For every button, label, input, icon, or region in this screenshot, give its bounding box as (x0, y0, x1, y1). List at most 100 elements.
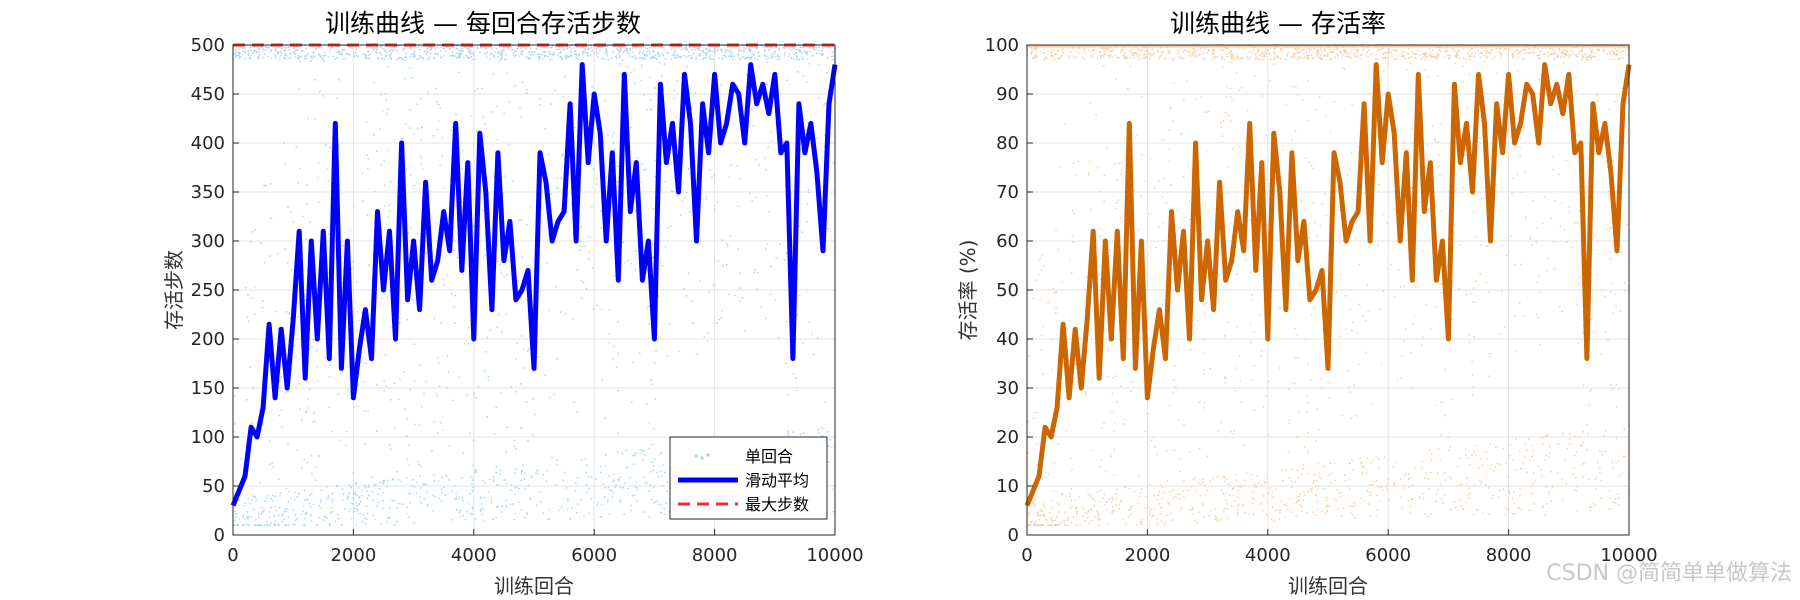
episode-point (1212, 53, 1215, 56)
episode-point (249, 240, 252, 243)
episode-point (683, 54, 685, 57)
episode-point (1316, 408, 1319, 410)
episode-point (1310, 48, 1313, 51)
episode-point (752, 125, 755, 128)
episode-point (1627, 54, 1629, 57)
episode-point (523, 487, 526, 490)
episode-point (355, 483, 357, 485)
episode-point (1466, 482, 1468, 485)
episode-point (619, 63, 622, 65)
episode-point (373, 81, 376, 84)
episode-point (270, 522, 273, 524)
episode-point (1251, 51, 1254, 54)
episode-point (1519, 487, 1521, 490)
episode-point (606, 54, 609, 57)
episode-point (1202, 52, 1205, 55)
episode-point (1044, 506, 1046, 508)
episode-point (1401, 506, 1403, 509)
episode-point (587, 47, 590, 50)
episode-point (1498, 51, 1501, 54)
episode-point (528, 57, 531, 60)
episode-point (264, 45, 267, 48)
episode-point (1436, 493, 1438, 495)
episode-point (1467, 493, 1470, 496)
episode-point (327, 56, 330, 58)
episode-point (341, 48, 344, 51)
episode-point (555, 463, 558, 466)
episode-point (648, 484, 651, 487)
episode-point (437, 480, 440, 482)
episode-point (385, 98, 387, 101)
episode-point (362, 52, 365, 55)
episode-point (1594, 503, 1596, 506)
episode-point (418, 495, 421, 498)
episode-point (1521, 191, 1524, 194)
episode-point (551, 456, 553, 459)
episode-point (1239, 58, 1241, 60)
episode-point (249, 503, 252, 505)
episode-point (423, 392, 425, 395)
episode-point (361, 489, 363, 492)
episode-point (517, 219, 520, 222)
episode-point (379, 481, 382, 484)
episode-point (1375, 515, 1378, 518)
episode-point (277, 514, 280, 516)
episode-point (1122, 423, 1125, 425)
episode-point (264, 184, 267, 187)
episode-point (816, 337, 819, 339)
episode-point (520, 50, 523, 53)
episode-point (1480, 482, 1483, 485)
episode-point (1315, 53, 1318, 55)
episode-point (716, 201, 719, 204)
episode-point (1422, 497, 1425, 500)
episode-point (420, 97, 422, 100)
episode-point (493, 54, 495, 57)
episode-point (257, 516, 260, 519)
episode-point (602, 483, 604, 485)
episode-point (1467, 497, 1470, 500)
episode-point (540, 207, 543, 209)
episode-point (413, 55, 416, 58)
episode-point (1564, 458, 1567, 461)
episode-point (412, 478, 414, 481)
episode-point (1149, 157, 1152, 160)
episode-point (1620, 57, 1622, 59)
episode-point (1253, 54, 1256, 57)
episode-point (352, 510, 355, 513)
episode-point (304, 524, 307, 527)
episode-point (566, 498, 569, 500)
episode-point (1598, 450, 1601, 452)
episode-point (763, 46, 766, 49)
episode-point (768, 210, 771, 213)
episode-point (1453, 224, 1456, 227)
episode-point (1251, 299, 1254, 302)
episode-point (1473, 484, 1475, 487)
episode-point (1479, 176, 1482, 179)
episode-point (291, 361, 294, 364)
episode-point (1382, 47, 1385, 50)
episode-point (1278, 367, 1281, 369)
episode-point (615, 57, 618, 60)
episode-point (242, 516, 245, 519)
episode-point (796, 71, 799, 73)
episode-point (794, 48, 797, 51)
episode-point (1475, 509, 1478, 511)
episode-point (1484, 50, 1486, 52)
episode-point (595, 47, 598, 50)
episode-point (659, 453, 661, 456)
episode-point (1214, 56, 1217, 59)
episode-point (556, 177, 558, 180)
episode-point (1206, 455, 1209, 458)
episode-point (1514, 50, 1517, 53)
episode-point (672, 52, 675, 55)
episode-point (1050, 507, 1053, 509)
episode-point (513, 518, 516, 521)
episode-point (1042, 325, 1044, 327)
episode-point (416, 127, 419, 130)
episode-point (832, 162, 835, 164)
episode-point (1090, 496, 1092, 498)
episode-point (436, 47, 438, 49)
episode-point (1308, 54, 1310, 57)
episode-point (586, 52, 589, 54)
episode-point (1034, 279, 1037, 282)
